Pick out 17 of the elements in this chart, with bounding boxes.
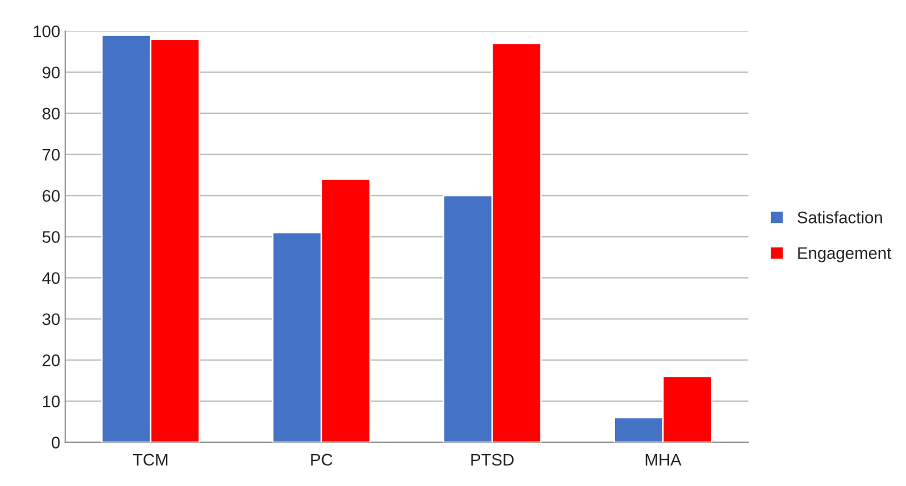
y-tick-label: 100 [34, 26, 60, 38]
x-tick-label: MHA [646, 454, 682, 466]
x-tick-label: PTSD [471, 454, 514, 466]
y-tick-label: 10 [43, 396, 60, 408]
y-tick-label: 50 [42, 231, 60, 243]
y-tick-label: 90 [42, 66, 60, 78]
y-tick-label: 30 [42, 313, 60, 326]
x-tick-label: PC [311, 454, 332, 466]
x-tick-label: TCM [132, 454, 168, 466]
y-tick-label: 60 [42, 190, 60, 202]
y-tick-label: 70 [42, 148, 60, 161]
y-tick-label: 40 [42, 272, 60, 284]
y-tick-label: 0 [52, 436, 60, 448]
y-tick-label: 80 [42, 108, 60, 120]
legend-label: Satisfaction [798, 211, 882, 224]
legend-label: Engagement [798, 247, 892, 262]
y-tick-label: 20 [42, 354, 60, 366]
